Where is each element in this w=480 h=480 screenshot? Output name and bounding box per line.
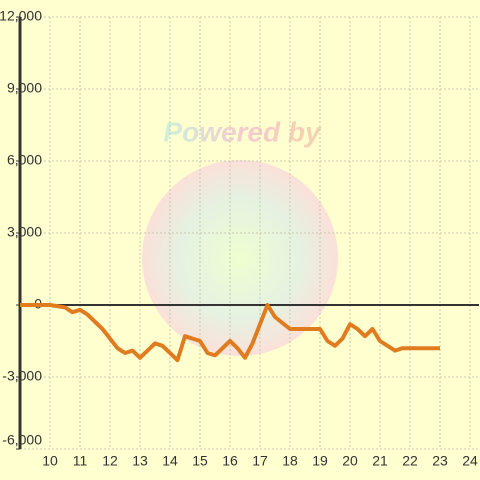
data-line [20,303,440,363]
x-tick-label: 10 [42,453,58,469]
x-tick-label: 11 [73,453,88,469]
x-tick-label: 20 [342,453,358,469]
x-tick-label: 22 [402,453,418,469]
y-tick-label: 6,000 [7,152,42,168]
watermark-circle [142,160,338,356]
watermark: Powered by [142,116,338,356]
y-tick-label: -3,000 [2,368,42,384]
y-tick-label: 3,000 [7,224,42,240]
x-tick-label: 24 [462,453,478,469]
watermark-text: Powered by [163,116,322,147]
x-tick-label: 15 [192,453,208,469]
x-tick-label: 19 [312,453,328,469]
x-tick-label: 16 [222,453,238,469]
x-tick-label: 18 [282,453,298,469]
y-tick-label: 9,000 [7,80,42,96]
x-tick-label: 13 [132,453,148,469]
y-tick-label: -6,000 [2,432,42,448]
x-tick-label: 14 [162,453,178,469]
x-tick-label: 23 [432,453,448,469]
x-tick-label: 12 [102,453,118,469]
x-tick-label: 21 [372,453,388,469]
y-tick-label: 12,000 [0,8,42,24]
x-tick-label: 17 [252,453,268,469]
